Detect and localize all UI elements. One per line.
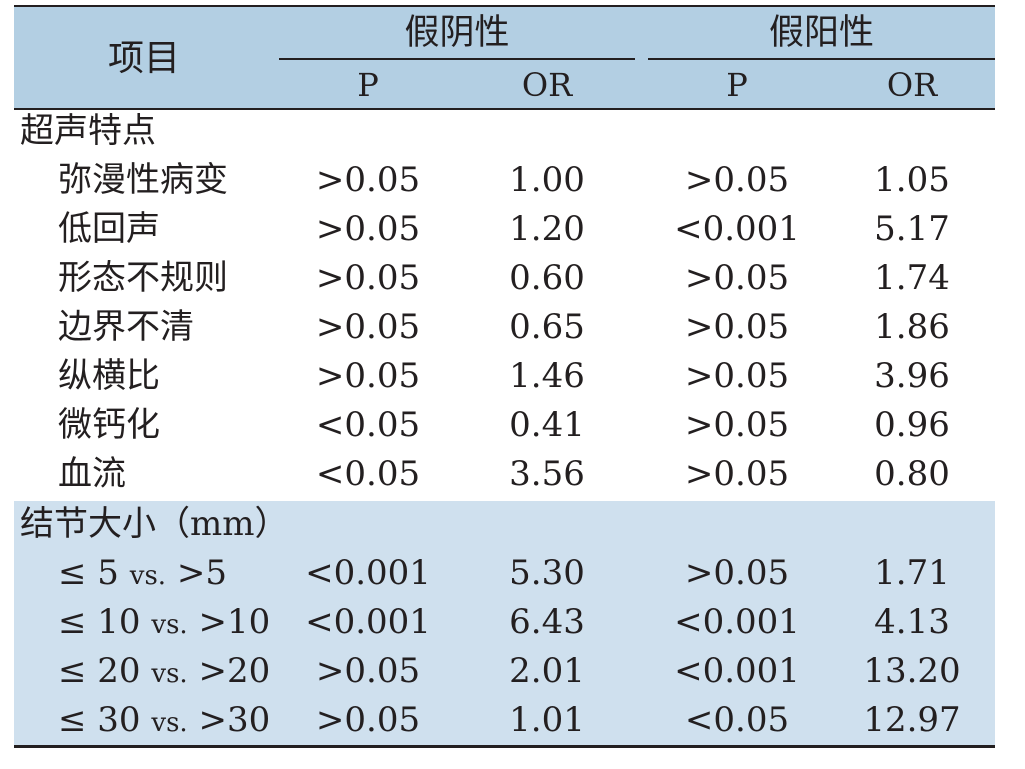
fp-p-value: <0.001 [674, 651, 800, 691]
row-label-tail: >10 [198, 602, 271, 642]
fn-p-value: <0.05 [315, 454, 421, 494]
header-fn-p: P [357, 66, 379, 104]
fp-or-value: 12.97 [863, 700, 961, 740]
fn-or-value: 1.46 [509, 356, 585, 396]
fn-or-value: 0.65 [509, 307, 585, 347]
row-label: ≤ 10 vs. >10 [58, 600, 270, 644]
fp-or-value: 3.96 [874, 356, 950, 396]
fp-or-value: 0.80 [874, 454, 950, 494]
fp-p-value: >0.05 [684, 258, 790, 298]
row-label-vs: vs. [151, 610, 188, 640]
fp-or-value: 5.17 [874, 209, 950, 249]
fn-or-value: 6.43 [509, 602, 585, 642]
row-label: 边界不清 [58, 307, 194, 347]
row-label-vs: vs. [129, 561, 167, 591]
header-bottom-rule [14, 108, 995, 110]
row-label: ≤ 30 vs. >30 [58, 698, 270, 742]
header-false-positive: 假阳性 [768, 13, 874, 53]
fp-or-value: 1.74 [874, 258, 950, 298]
fp-p-value: >0.05 [684, 160, 790, 200]
fn-p-value: <0.001 [305, 553, 431, 593]
fp-p-value: >0.05 [684, 307, 790, 347]
header-fn-or: OR [521, 66, 573, 104]
fp-p-value: >0.05 [684, 405, 790, 445]
fn-or-value: 5.30 [509, 553, 585, 593]
row-label-tail: >5 [176, 553, 227, 593]
row-label-lead: ≤ 30 [58, 700, 141, 740]
fn-or-value: 1.00 [509, 160, 585, 200]
row-label: ≤ 5 vs. >5 [58, 551, 227, 595]
false-negative-rule [279, 58, 635, 60]
header-fp-or: OR [886, 66, 938, 104]
row-label-vs: vs. [151, 708, 188, 738]
fn-p-value: >0.05 [315, 209, 421, 249]
fn-or-value: 1.20 [509, 209, 585, 249]
fn-p-value: <0.001 [305, 602, 431, 642]
row-label: ≤ 20 vs. >20 [58, 649, 270, 693]
fp-p-value: >0.05 [684, 553, 790, 593]
row-label-lead: ≤ 5 [58, 553, 119, 593]
fn-p-value: >0.05 [315, 258, 421, 298]
fn-p-value: >0.05 [315, 307, 421, 347]
header-item: 项目 [107, 38, 180, 79]
row-label: 纵横比 [58, 356, 160, 396]
section-title-ultrasound: 超声特点 [20, 111, 156, 151]
fn-p-value: <0.05 [315, 405, 421, 445]
nodule-section-band [14, 501, 995, 745]
row-label: 血流 [58, 454, 126, 494]
fn-p-value: >0.05 [315, 356, 421, 396]
table-header-band [14, 7, 995, 108]
fp-p-value: <0.05 [684, 700, 790, 740]
fp-or-value: 13.20 [863, 651, 961, 691]
row-label: 低回声 [58, 209, 160, 249]
row-label-tail: >30 [198, 700, 271, 740]
fn-or-value: 0.60 [509, 258, 585, 298]
fp-p-value: >0.05 [684, 454, 790, 494]
fn-or-value: 0.41 [509, 405, 585, 445]
table-top-rule [14, 5, 995, 7]
fn-or-value: 1.01 [509, 700, 585, 740]
fp-or-value: 4.13 [874, 602, 950, 642]
row-label-vs: vs. [151, 659, 188, 689]
row-label-lead: ≤ 10 [58, 602, 141, 642]
table-bottom-rule [14, 745, 995, 748]
false-positive-rule [648, 58, 995, 60]
row-label: 形态不规则 [58, 258, 228, 298]
fn-or-value: 3.56 [509, 454, 585, 494]
row-label-lead: ≤ 20 [58, 651, 141, 691]
fn-p-value: >0.05 [315, 651, 421, 691]
fp-p-value: <0.001 [674, 602, 800, 642]
fn-p-value: >0.05 [315, 700, 421, 740]
fp-p-value: >0.05 [684, 356, 790, 396]
fp-or-value: 1.86 [874, 307, 950, 347]
fp-or-value: 0.96 [874, 405, 950, 445]
row-label: 弥漫性病变 [58, 160, 228, 200]
section-title-nodule-size: 结节大小（mm） [20, 504, 289, 544]
row-label-tail: >20 [198, 651, 271, 691]
fp-or-value: 1.71 [874, 553, 950, 593]
fn-or-value: 2.01 [509, 651, 585, 691]
row-label: 微钙化 [58, 405, 160, 445]
header-false-negative: 假阴性 [404, 13, 510, 53]
fp-p-value: <0.001 [674, 209, 800, 249]
fn-p-value: >0.05 [315, 160, 421, 200]
fp-or-value: 1.05 [874, 160, 950, 200]
header-fp-p: P [726, 66, 748, 104]
